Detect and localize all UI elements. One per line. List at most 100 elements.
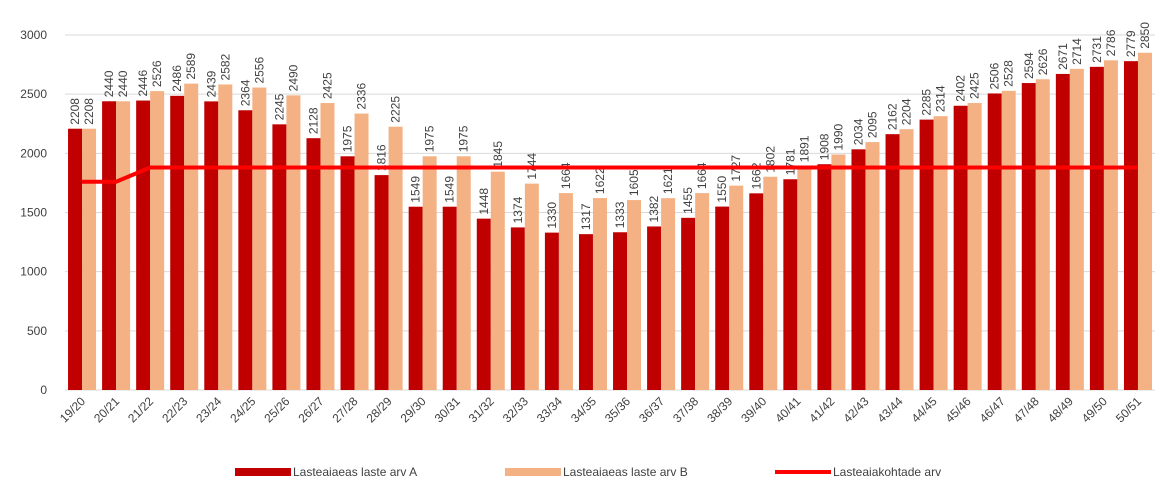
- x-tick-label: 47/48: [1011, 394, 1042, 425]
- value-label: 2528: [1002, 60, 1016, 87]
- bar: [116, 101, 131, 391]
- bar: [797, 166, 812, 390]
- value-label: 2446: [136, 70, 150, 97]
- y-tick-label: 0: [40, 383, 47, 397]
- value-label: 1333: [613, 201, 627, 228]
- bar: [170, 95, 185, 390]
- bar: [68, 128, 83, 390]
- bar: [1069, 68, 1084, 391]
- value-label: 1448: [477, 188, 491, 215]
- value-label: 2490: [286, 64, 300, 91]
- x-tick-label: 19/20: [57, 394, 88, 425]
- value-label: 1605: [627, 169, 641, 196]
- bar: [681, 217, 696, 390]
- value-label: 2731: [1090, 36, 1104, 63]
- bar: [476, 218, 491, 390]
- y-tick-label: 3000: [20, 28, 47, 42]
- line: [82, 165, 1138, 184]
- bar: [715, 206, 730, 390]
- bar: [919, 119, 934, 390]
- value-label: 1549: [409, 176, 423, 203]
- value-label: 2506: [988, 62, 1002, 89]
- x-tick-label: 26/27: [295, 394, 326, 425]
- x-tick-label: 24/25: [227, 394, 258, 425]
- bar: [729, 185, 744, 390]
- bar: [967, 103, 982, 391]
- x-tick-label: 50/51: [1113, 394, 1144, 425]
- y-tick-label: 1500: [20, 206, 47, 220]
- bar: [1103, 60, 1118, 390]
- y-tick-label: 2500: [20, 87, 47, 101]
- bar: [306, 138, 321, 390]
- bar: [783, 179, 798, 390]
- value-label: 2526: [150, 60, 164, 87]
- x-tick-label: 28/29: [364, 394, 395, 425]
- x-tick-label: 33/34: [534, 394, 565, 425]
- bar: [422, 156, 437, 390]
- bar: [252, 87, 267, 390]
- x-tick-label: 27/28: [330, 394, 361, 425]
- value-label: 1455: [681, 187, 695, 214]
- x-tick-label: 41/42: [806, 394, 837, 425]
- x-tick-label: 38/39: [704, 394, 735, 425]
- value-label: 2626: [1036, 48, 1050, 75]
- legend-swatch: [235, 468, 291, 476]
- bar: [150, 91, 165, 390]
- x-tick-label: 39/40: [738, 394, 769, 425]
- value-label: 1975: [457, 125, 471, 152]
- x-tick-label: 49/50: [1079, 394, 1110, 425]
- value-label: 1550: [715, 176, 729, 203]
- bar: [627, 200, 642, 390]
- value-label: 2314: [934, 85, 948, 112]
- value-label: 2594: [1022, 52, 1036, 79]
- x-tick-label: 35/36: [602, 394, 633, 425]
- bar: [1021, 83, 1036, 390]
- value-label: 2486: [170, 65, 184, 92]
- bar: [218, 84, 233, 391]
- bar: [354, 113, 369, 390]
- bar: [987, 93, 1002, 390]
- value-label: 2850: [1138, 22, 1152, 49]
- x-tick-label: 20/21: [91, 394, 122, 425]
- value-label: 1330: [545, 202, 559, 229]
- value-label: 2162: [886, 103, 900, 130]
- bar: [456, 156, 471, 390]
- value-label: 2336: [355, 83, 369, 110]
- value-label: 2440: [116, 70, 130, 97]
- bar: [442, 206, 457, 390]
- value-label: 2779: [1124, 30, 1138, 57]
- value-label: 1549: [443, 176, 457, 203]
- y-tick-label: 500: [27, 324, 47, 338]
- value-label: 2556: [252, 57, 266, 84]
- x-tick-label: 40/41: [772, 394, 803, 425]
- bar: [204, 101, 219, 390]
- x-tick-label: 42/43: [840, 394, 871, 425]
- bar: [851, 149, 866, 390]
- x-tick-label: 21/22: [125, 394, 156, 425]
- bar: [544, 232, 559, 390]
- bar: [238, 110, 253, 390]
- value-label: 2439: [204, 70, 218, 97]
- x-tick-label: 31/32: [466, 394, 497, 425]
- value-label: 1990: [831, 123, 845, 150]
- bar: [82, 128, 97, 390]
- value-label: 2285: [920, 89, 934, 116]
- x-tick-label: 46/47: [977, 394, 1008, 425]
- bar: [899, 129, 914, 390]
- value-label: 2095: [865, 111, 879, 138]
- bar: [510, 227, 525, 390]
- value-label: 1891: [797, 135, 811, 162]
- bar: [1055, 73, 1070, 390]
- bar: [592, 198, 607, 390]
- value-label: 2786: [1104, 29, 1118, 56]
- bar: [953, 105, 968, 390]
- x-tick-label: 30/31: [432, 394, 463, 425]
- legend-label: Lasteaiaeas laste arv B: [563, 465, 688, 479]
- bar: [1123, 61, 1138, 390]
- x-tick-label: 48/49: [1045, 394, 1076, 425]
- value-label: 1382: [647, 195, 661, 222]
- bar: [286, 95, 301, 390]
- value-label: 2128: [306, 107, 320, 134]
- bar: [1089, 66, 1104, 390]
- bar: [184, 83, 199, 390]
